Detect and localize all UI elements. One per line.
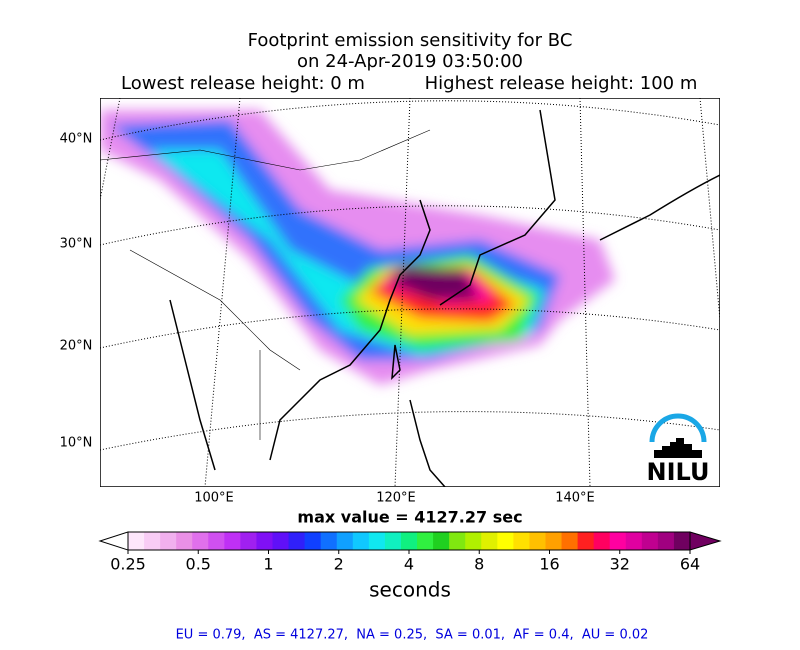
- colorbar-segment: [465, 532, 482, 550]
- colorbar-tick-label: 4: [404, 555, 414, 574]
- borders: [100, 129, 431, 440]
- colorbar-segment: [657, 532, 675, 550]
- map: [100, 98, 720, 487]
- lon-label: 140°E: [555, 491, 595, 506]
- colorbar-segment: [561, 532, 579, 550]
- nilu-logo: NILU: [647, 413, 710, 486]
- colorbar-segment: [272, 532, 290, 550]
- title: Footprint emission sensitivity for BC: [248, 30, 573, 51]
- colorbar-segment: [513, 532, 530, 550]
- lat-label: 10°N: [60, 436, 93, 451]
- lon-label: 100°E: [194, 491, 234, 506]
- colorbar-segment: [545, 532, 563, 550]
- colorbar-segment: [497, 532, 514, 550]
- colorbar-segment: [577, 532, 595, 550]
- colorbar-segment: [433, 532, 450, 550]
- colorbar-tick-label: 16: [539, 555, 559, 574]
- colorbar-segment: [384, 532, 402, 550]
- colorbar-segment: [673, 532, 691, 550]
- colorbar-tick-label: 32: [610, 555, 630, 574]
- lat-label: 20°N: [60, 339, 93, 354]
- max-value: max value = 4127.27 sec: [297, 508, 522, 527]
- colorbar-segment: [625, 532, 643, 550]
- colorbar-segment: [224, 532, 241, 550]
- colorbar-segment: [160, 532, 177, 550]
- graticule: [100, 98, 720, 487]
- colorbar-tick-label: 2: [334, 555, 344, 574]
- colorbar-tick-label: 0.5: [186, 555, 211, 574]
- colorbar-segment: [417, 532, 434, 550]
- colorbar-segment: [320, 532, 338, 550]
- colorbar-tick-label: 64: [680, 555, 700, 574]
- lowest-release: Lowest release height: 0 m: [121, 73, 365, 94]
- colorbar-segment: [288, 532, 306, 550]
- highest-release: Highest release height: 100 m: [425, 73, 698, 94]
- lon-label: 120°E: [376, 491, 416, 506]
- colorbar-segment: [593, 532, 611, 550]
- subtitle: on 24-Apr-2019 03:50:00: [297, 51, 523, 72]
- colorbar-segment: [449, 532, 466, 550]
- colorbar-segment: [128, 532, 145, 550]
- colorbar: 0.25 0.5 1 2 4 8 16 32 64: [98, 531, 722, 574]
- colorbar-tick-label: 0.25: [110, 555, 146, 574]
- colorbar-segment: [368, 532, 386, 550]
- colorbar-segment: [609, 532, 627, 550]
- colorbar-segment: [336, 532, 354, 550]
- colorbar-segment: [529, 532, 546, 550]
- colorbar-over: [689, 531, 722, 551]
- lat-label: 30°N: [60, 237, 93, 252]
- logo-text: NILU: [647, 458, 710, 486]
- colorbar-segment: [192, 532, 209, 550]
- colorbar-segment: [176, 532, 193, 550]
- footer: EU = 0.79, AS = 4127.27, NA = 0.25, SA =…: [176, 628, 649, 643]
- colorbar-segment: [641, 532, 659, 550]
- colorbar-segment: [352, 532, 370, 550]
- colorbar-tick-label: 8: [474, 555, 484, 574]
- colorbar-segment: [208, 532, 225, 550]
- plume: [100, 110, 615, 385]
- colorbar-tick-label: 1: [263, 555, 273, 574]
- colorbar-segment: [304, 532, 322, 550]
- colorbar-segment: [240, 532, 257, 550]
- coastlines: [169, 109, 720, 487]
- colorbar-segment: [400, 532, 418, 550]
- colorbar-segment: [144, 532, 161, 550]
- colorbar-segment: [481, 532, 498, 550]
- lat-label: 40°N: [60, 132, 93, 147]
- colorbar-under: [98, 531, 129, 551]
- colorbar-segment: [256, 532, 274, 550]
- colorbar-label: seconds: [369, 578, 451, 602]
